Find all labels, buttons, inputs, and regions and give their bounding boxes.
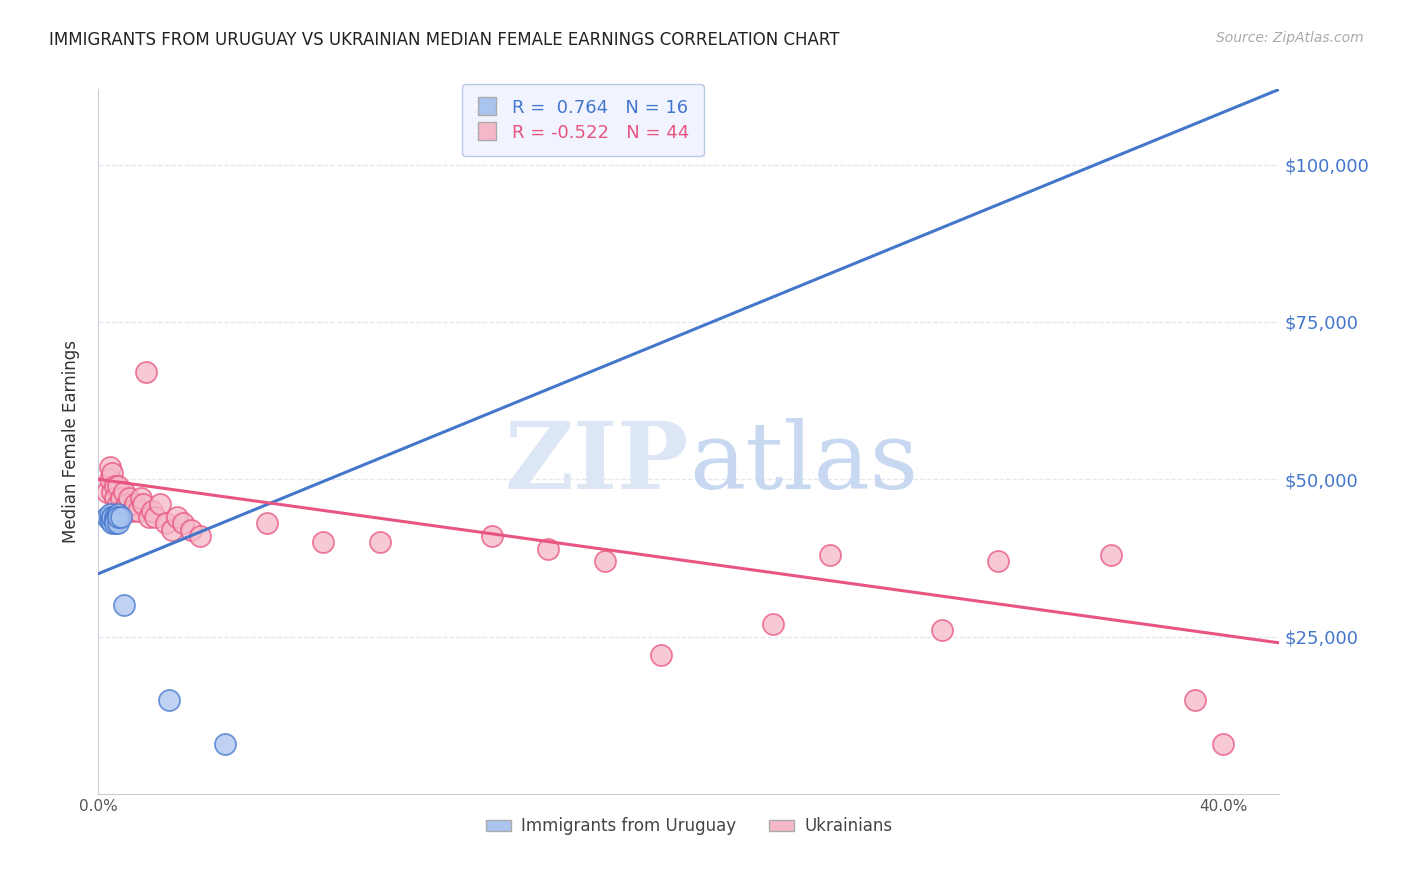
Point [110, 504, 132, 518]
Point [104, 478, 127, 492]
Text: atlas: atlas [689, 417, 918, 508]
Point [818, 548, 841, 562]
Point [149, 498, 172, 512]
Point [256, 516, 278, 531]
Point [157, 692, 180, 706]
Text: IMMIGRANTS FROM URUGUAY VS UKRAINIAN MEDIAN FEMALE EARNINGS CORRELATION CHART: IMMIGRANTS FROM URUGUAY VS UKRAINIAN MED… [49, 31, 839, 49]
Point [107, 507, 129, 521]
Point [141, 504, 163, 518]
Point [1212, 737, 1234, 751]
Point [188, 529, 211, 543]
Point [112, 484, 135, 499]
Point [124, 498, 146, 512]
Point [1184, 692, 1206, 706]
Point [98, 513, 121, 527]
Point [166, 510, 188, 524]
Point [160, 523, 183, 537]
Point [104, 516, 127, 531]
Point [931, 624, 953, 638]
Point [762, 617, 785, 632]
Point [214, 737, 236, 751]
Point [129, 491, 152, 505]
Legend: Immigrants from Uruguay, Ukrainians: Immigrants from Uruguay, Ukrainians [479, 811, 898, 842]
Point [101, 484, 124, 499]
Point [104, 510, 127, 524]
Point [96, 510, 118, 524]
Point [118, 491, 141, 505]
Point [107, 498, 129, 512]
Point [98, 507, 121, 521]
Point [135, 365, 157, 379]
Point [368, 535, 391, 549]
Point [107, 516, 129, 531]
Point [312, 535, 335, 549]
Point [987, 554, 1010, 568]
Point [96, 484, 118, 499]
Y-axis label: Median Female Earnings: Median Female Earnings [62, 340, 80, 543]
Point [104, 513, 127, 527]
Text: Source: ZipAtlas.com: Source: ZipAtlas.com [1216, 31, 1364, 45]
Point [98, 472, 121, 486]
Point [101, 510, 124, 524]
Point [593, 554, 616, 568]
Point [98, 459, 121, 474]
Point [537, 541, 560, 556]
Point [127, 504, 149, 518]
Point [110, 510, 132, 524]
Point [121, 504, 143, 518]
Point [107, 510, 129, 524]
Point [101, 510, 124, 524]
Point [143, 510, 166, 524]
Point [1099, 548, 1122, 562]
Point [112, 598, 135, 612]
Point [155, 516, 177, 531]
Point [107, 478, 129, 492]
Point [481, 529, 503, 543]
Point [650, 648, 672, 663]
Point [104, 491, 127, 505]
Point [180, 523, 202, 537]
Point [115, 498, 138, 512]
Text: ZIP: ZIP [505, 417, 689, 508]
Point [101, 466, 124, 480]
Point [138, 510, 160, 524]
Point [101, 516, 124, 531]
Point [172, 516, 194, 531]
Point [110, 491, 132, 505]
Point [132, 498, 155, 512]
